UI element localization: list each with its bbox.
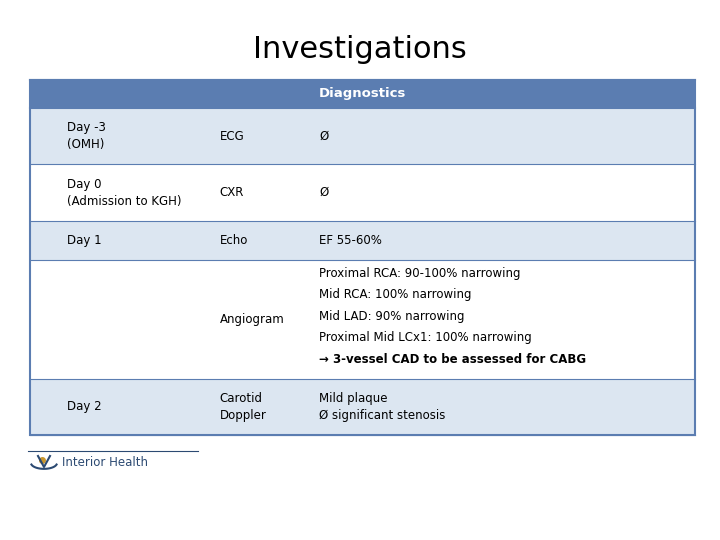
Text: Day 2: Day 2 <box>66 400 102 413</box>
Text: Mild plaque
Ø significant stenosis: Mild plaque Ø significant stenosis <box>319 392 446 422</box>
Bar <box>30 164 695 221</box>
Bar <box>30 221 695 260</box>
Text: Diagnostics: Diagnostics <box>319 87 406 100</box>
Text: Mid LAD: 90% narrowing: Mid LAD: 90% narrowing <box>319 310 465 323</box>
Bar <box>30 80 695 108</box>
Text: ECG: ECG <box>220 130 244 143</box>
Text: EF 55-60%: EF 55-60% <box>319 234 382 247</box>
Text: Investigations: Investigations <box>253 36 467 64</box>
Text: CXR: CXR <box>220 186 244 199</box>
Text: Angiogram: Angiogram <box>220 313 284 326</box>
Text: Day 0
(Admission to KGH): Day 0 (Admission to KGH) <box>66 178 181 207</box>
Text: Day -3
(OMH): Day -3 (OMH) <box>66 121 105 151</box>
Bar <box>30 108 695 164</box>
Text: Ø: Ø <box>319 130 328 143</box>
Text: Mid RCA: 100% narrowing: Mid RCA: 100% narrowing <box>319 288 472 301</box>
Text: Proximal Mid LCx1: 100% narrowing: Proximal Mid LCx1: 100% narrowing <box>319 331 532 344</box>
Text: Ø: Ø <box>319 186 328 199</box>
Text: Day 1: Day 1 <box>66 234 102 247</box>
Text: Echo: Echo <box>220 234 248 247</box>
Bar <box>30 260 695 379</box>
Text: Proximal RCA: 90-100% narrowing: Proximal RCA: 90-100% narrowing <box>319 267 521 280</box>
Text: Carotid
Doppler: Carotid Doppler <box>220 392 266 422</box>
Text: → 3-vessel CAD to be assessed for CABG: → 3-vessel CAD to be assessed for CABG <box>319 353 586 366</box>
Bar <box>30 379 695 435</box>
Bar <box>30 80 695 435</box>
Text: Interior Health: Interior Health <box>62 456 148 469</box>
